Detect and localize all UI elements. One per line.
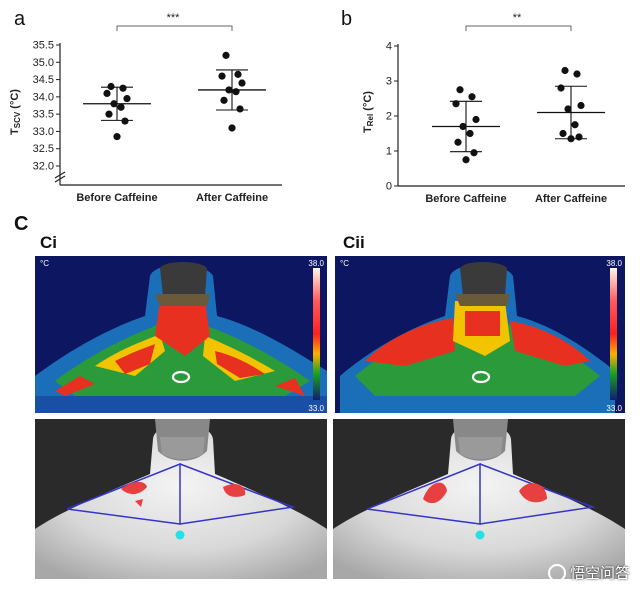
chart-a-series-0-point-6: [105, 110, 113, 118]
chart-a-ylabel-sub: SCV: [13, 111, 22, 128]
grayscale-map-cii: [333, 419, 625, 579]
chart-a-ylabel-main: T: [9, 128, 21, 135]
chart-b-series-0-point-8: [462, 156, 470, 164]
chart-b-series-1-point-1: [573, 70, 581, 78]
chart-b-series-1-point-6: [559, 129, 567, 138]
thermal-image-cii: °C 38.0 33.0: [335, 256, 625, 413]
chart-a-series-1-point-7: [236, 105, 244, 113]
chart-a-ytick-label-0: 32.0: [33, 161, 54, 173]
grayscale-map-ci: [35, 419, 327, 579]
chart-b-ytick-label-3: 3: [386, 76, 392, 88]
chart-b-series-1-point-2: [557, 84, 565, 92]
chart-a-ylabel-unit: (°C): [9, 89, 21, 112]
chart-a-series-1-point-5: [232, 88, 240, 96]
chart-b-ylabel-unit: (°C): [362, 91, 374, 114]
chart-a-ytick-label-6: 35.0: [33, 57, 54, 69]
chart-b-series-0-point-2: [452, 100, 460, 108]
chart-b-series-0-point-0: [456, 86, 464, 94]
chart-a-series-0-point-3: [123, 94, 131, 103]
chart-a-significance: ***: [167, 12, 181, 24]
chart-b-category-label-1: After Caffeine: [535, 193, 607, 205]
chart-b-series-1-point-4: [564, 105, 572, 113]
chart-a-series-1-point-8: [228, 124, 236, 132]
thermal-image-ci: °C 38.0 33.0: [35, 256, 327, 413]
chart-a-ytick-label-1: 32.5: [33, 143, 54, 155]
chart-b-series-0-point-3: [472, 115, 480, 124]
chart-b-series-0-point-6: [454, 138, 462, 146]
chart-a-category-label-1: After Caffeine: [196, 192, 268, 204]
chart-b-significance-bracket: [465, 25, 572, 31]
chart-b-series-1-point-7: [575, 133, 583, 141]
chart-a-series-0-point-5: [117, 103, 125, 111]
chart-a-ylabel: TSCV (°C): [9, 89, 22, 135]
chart-b-series-1-point-0: [561, 66, 569, 75]
grayscale-image-ci: [35, 419, 327, 579]
chart-a-ytick-label-5: 34.5: [33, 74, 54, 86]
watermark-text: 悟空问答: [569, 565, 630, 582]
chart-b-series-0-point-4: [459, 122, 467, 131]
chart-a-series-0-point-7: [121, 117, 129, 125]
chart-a-series-0-point-2: [103, 89, 111, 97]
chart-b-category-label-0: Before Caffeine: [425, 193, 506, 205]
chart-a-series-1-point-0: [222, 51, 230, 59]
panel-label-a: a: [14, 8, 26, 30]
chart-b-series-1-point-8: [567, 135, 575, 143]
chart-b-series-0-point-7: [470, 149, 478, 157]
chart-a-series-1-point-1: [234, 70, 242, 78]
chart-a-series-1-point-6: [220, 96, 228, 104]
chart-b-ytick-label-1: 1: [386, 146, 392, 158]
chart-a-axis-break-1: [54, 171, 66, 179]
chart-b-ytick-label-2: 2: [386, 111, 392, 123]
watermark-icon: [547, 563, 566, 582]
subpanel-label-cii: Cii: [343, 233, 365, 252]
watermark: 悟空问答: [547, 562, 630, 583]
panel-label-b: b: [341, 8, 353, 30]
thermal-map-cii: °C 38.0 33.0: [335, 256, 625, 413]
chart-a-series-1-point-3: [238, 79, 246, 87]
cii-scale-max: 38.0: [606, 259, 622, 268]
subpanel-label-ci: Ci: [40, 233, 57, 252]
chart-b-series-1-point-5: [571, 121, 579, 129]
chart-b-ylabel-sub: Rel: [366, 114, 375, 126]
ci-scale-min: 33.0: [308, 404, 324, 413]
chart-b-ytick-label-0: 0: [386, 181, 392, 193]
chart-a-significance-bracket: [116, 25, 233, 31]
chart-b-ylabel: TRel (°C): [362, 91, 375, 133]
grayscale-image-cii: [333, 419, 625, 579]
cii-scale-min: 33.0: [606, 404, 622, 413]
ci-scale-max: 38.0: [308, 259, 324, 268]
chart-a-category-label-0: Before Caffeine: [76, 192, 157, 204]
chart-b-ytick-label-4: 4: [386, 41, 392, 53]
chart-a-axis-break-2: [54, 175, 66, 183]
cii-unit: °C: [340, 259, 349, 268]
chart-a-tscv: TSCV (°C) *** 32.0 32.5 33.0 33.5 34.0 34.5 35…: [9, 12, 282, 204]
chart-a-series-0-point-8: [113, 133, 121, 141]
chart-a-ytick-label-2: 33.0: [33, 126, 54, 138]
chart-a-ytick-label-4: 34.0: [33, 91, 54, 103]
panel-label-c: C: [14, 213, 29, 235]
chart-b-significance: **: [513, 12, 522, 24]
chart-b-ylabel-main: T: [362, 126, 374, 133]
chart-a-series-1-point-2: [218, 72, 226, 80]
chart-a-series-0-point-1: [119, 84, 127, 92]
chart-b-series-1-point-3: [577, 101, 585, 110]
thermal-map-ci: °C 38.0 33.0: [35, 256, 327, 413]
ci-unit: °C: [40, 259, 49, 268]
chart-b-series-0-point-5: [466, 129, 474, 138]
chart-a-ytick-label-3: 33.5: [33, 109, 54, 121]
chart-a-series-0-point-0: [107, 82, 115, 91]
chart-a-ytick-label-7: 35.5: [33, 40, 54, 52]
chart-b-series-0-point-1: [468, 93, 476, 101]
